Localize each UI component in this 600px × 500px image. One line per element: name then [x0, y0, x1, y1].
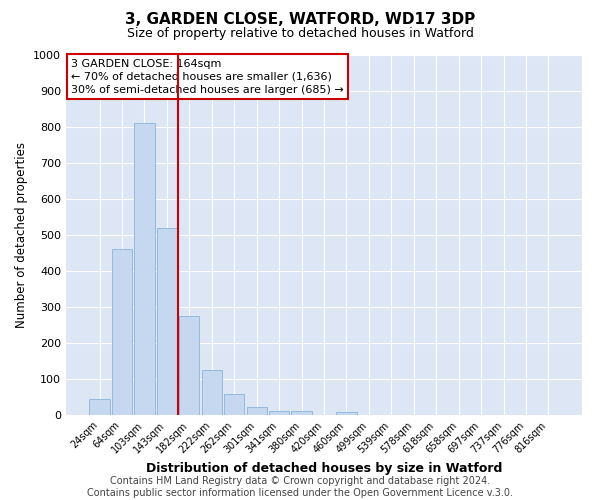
- Bar: [134, 124, 155, 415]
- Text: 3 GARDEN CLOSE: 164sqm
← 70% of detached houses are smaller (1,636)
30% of semi-: 3 GARDEN CLOSE: 164sqm ← 70% of detached…: [71, 58, 344, 95]
- Bar: [179, 316, 199, 415]
- Text: Size of property relative to detached houses in Watford: Size of property relative to detached ho…: [127, 28, 473, 40]
- Bar: [247, 407, 267, 415]
- Y-axis label: Number of detached properties: Number of detached properties: [14, 142, 28, 328]
- Bar: [112, 250, 132, 415]
- Bar: [202, 370, 222, 415]
- Bar: [224, 394, 244, 415]
- X-axis label: Distribution of detached houses by size in Watford: Distribution of detached houses by size …: [146, 462, 502, 475]
- Bar: [292, 412, 311, 415]
- Bar: [269, 412, 289, 415]
- Text: 3, GARDEN CLOSE, WATFORD, WD17 3DP: 3, GARDEN CLOSE, WATFORD, WD17 3DP: [125, 12, 475, 28]
- Bar: [157, 228, 177, 415]
- Bar: [89, 399, 110, 415]
- Bar: [337, 412, 356, 415]
- Text: Contains HM Land Registry data © Crown copyright and database right 2024.
Contai: Contains HM Land Registry data © Crown c…: [87, 476, 513, 498]
